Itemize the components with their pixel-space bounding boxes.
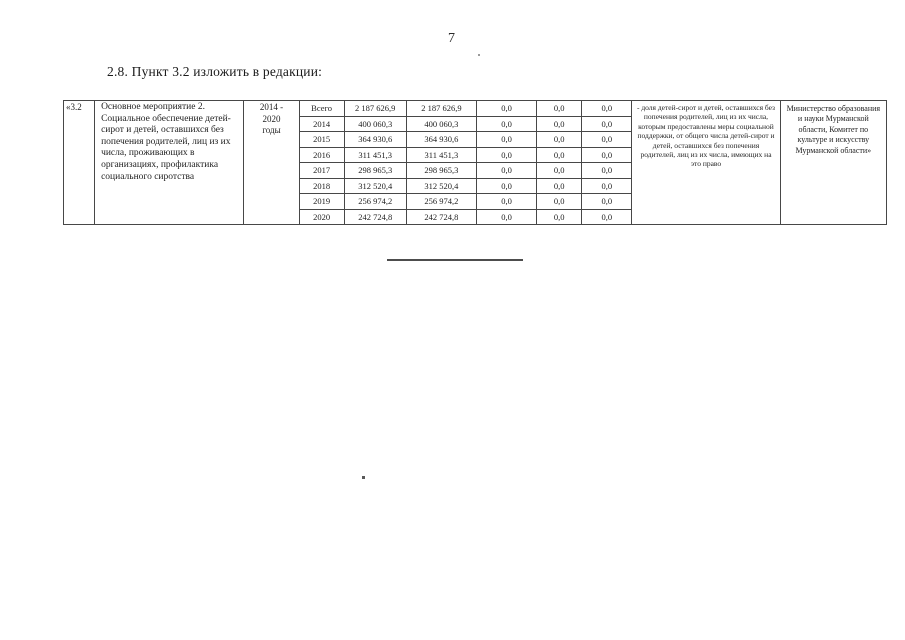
value-cell: 0,0 bbox=[475, 115, 538, 132]
value-cell: 0,0 bbox=[475, 193, 538, 210]
table-row: «3.2 Основное мероприятие 2. Социальное … bbox=[62, 100, 888, 225]
measure-description-cell: Основное мероприятие 2. Социальное обесп… bbox=[94, 100, 245, 225]
value-cell: 0,0 bbox=[581, 208, 633, 225]
value-cell: 311 451,3 bbox=[343, 146, 407, 163]
value-cell: 0,0 bbox=[581, 177, 633, 194]
value-cell: 0,0 bbox=[475, 177, 538, 194]
row-label-cell: 2017 bbox=[298, 162, 345, 179]
value-cell: 0,0 bbox=[536, 193, 583, 210]
table-row: 2017 298 965,3 298 965,3 0,0 0,0 0,0 bbox=[64, 162, 887, 179]
value-cell: 0,0 bbox=[536, 162, 583, 179]
value-cell: 0,0 bbox=[475, 131, 538, 148]
page-number: 7 bbox=[448, 31, 455, 46]
row-label-cell: 2019 bbox=[298, 193, 345, 210]
period-cell: 2014 - 2020 годы bbox=[243, 100, 300, 225]
value-cell: 312 520,4 bbox=[343, 177, 407, 194]
value-cell: 0,0 bbox=[536, 208, 583, 225]
value-cell: 364 930,6 bbox=[405, 131, 477, 148]
value-cell: 2 187 626,9 bbox=[343, 100, 407, 117]
value-cell: 0,0 bbox=[536, 131, 583, 148]
table-row: 2020 242 724,8 242 724,8 0,0 0,0 0,0 bbox=[64, 208, 887, 225]
horizontal-rule bbox=[387, 259, 523, 261]
value-cell: 0,0 bbox=[581, 131, 633, 148]
value-cell: 2 187 626,9 bbox=[405, 100, 477, 117]
section-heading: 2.8. Пункт 3.2 изложить в редакции: bbox=[107, 64, 323, 79]
row-label-cell: 2015 bbox=[298, 131, 345, 148]
scan-speck bbox=[478, 54, 480, 56]
value-cell: 0,0 bbox=[581, 162, 633, 179]
value-cell: 0,0 bbox=[475, 100, 538, 117]
value-cell: 242 724,8 bbox=[343, 208, 407, 225]
program-funding-table: «3.2 Основное мероприятие 2. Социальное … bbox=[62, 100, 888, 225]
value-cell: 242 724,8 bbox=[405, 208, 477, 225]
value-cell: 0,0 bbox=[475, 208, 538, 225]
table-row: 2015 364 930,6 364 930,6 0,0 0,0 0,0 bbox=[64, 131, 887, 148]
row-label-cell: 2016 bbox=[298, 146, 345, 163]
value-cell: 364 930,6 bbox=[343, 131, 407, 148]
value-cell: 0,0 bbox=[536, 115, 583, 132]
row-label-cell: 2018 bbox=[298, 177, 345, 194]
row-label-cell: 2020 bbox=[298, 208, 345, 225]
indicator-cell: - доля детей-сирот и детей, оставшихся б… bbox=[631, 100, 781, 225]
value-cell: 298 965,3 bbox=[405, 162, 477, 179]
scan-speck bbox=[362, 476, 365, 479]
value-cell: 256 974,2 bbox=[343, 193, 407, 210]
row-label-cell: Всего bbox=[298, 100, 345, 117]
value-cell: 0,0 bbox=[536, 146, 583, 163]
value-cell: 0,0 bbox=[581, 115, 633, 132]
value-cell: 400 060,3 bbox=[343, 115, 407, 132]
value-cell: 256 974,2 bbox=[405, 193, 477, 210]
value-cell: 0,0 bbox=[536, 177, 583, 194]
item-number-cell: «3.2 bbox=[62, 100, 96, 225]
table-row: 2019 256 974,2 256 974,2 0,0 0,0 0,0 bbox=[64, 193, 887, 210]
value-cell: 0,0 bbox=[536, 100, 583, 117]
value-cell: 0,0 bbox=[581, 146, 633, 163]
value-cell: 0,0 bbox=[475, 146, 538, 163]
value-cell: 400 060,3 bbox=[405, 115, 477, 132]
value-cell: 0,0 bbox=[581, 100, 633, 117]
value-cell: 311 451,3 bbox=[405, 146, 477, 163]
value-cell: 0,0 bbox=[475, 162, 538, 179]
executor-cell: Министерство образования и науки Мурманс… bbox=[779, 100, 888, 225]
value-cell: 298 965,3 bbox=[343, 162, 407, 179]
row-label-cell: 2014 bbox=[298, 115, 345, 132]
value-cell: 0,0 bbox=[581, 193, 633, 210]
value-cell: 312 520,4 bbox=[405, 177, 477, 194]
